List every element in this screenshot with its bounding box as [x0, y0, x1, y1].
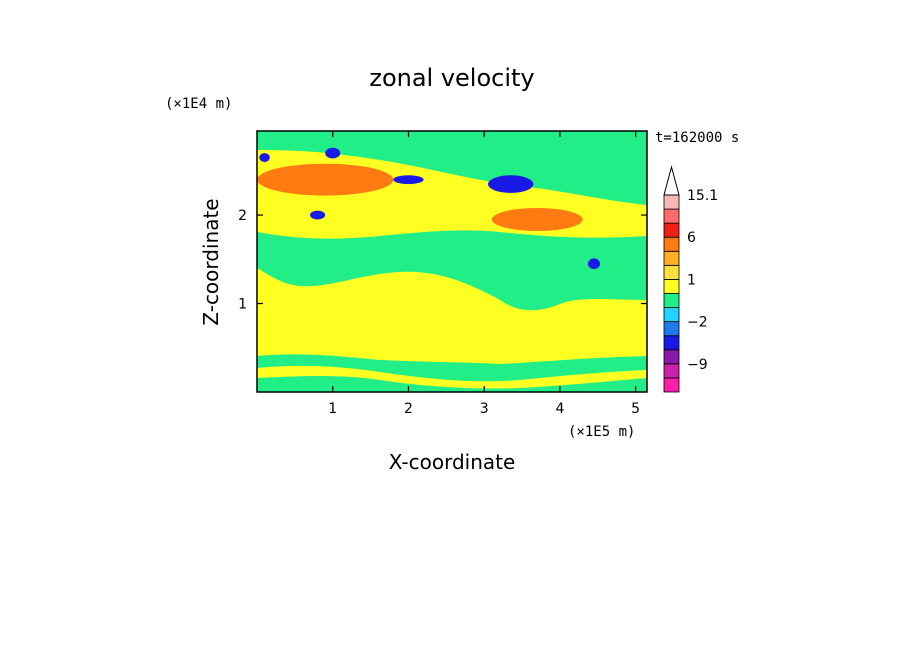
y-unit-label: (×1E4 m) [165, 96, 232, 112]
colorbar-swatch [663, 236, 680, 252]
colorbar-swatch [663, 363, 680, 379]
green-band-upper-right [440, 144, 647, 178]
field-bands [257, 131, 647, 392]
x-tick-label: 4 [555, 401, 564, 417]
field-blobs [257, 147, 601, 270]
colorbar: −9 −2 1 6 15.1 [663, 165, 718, 393]
x-tick-label: 3 [480, 401, 489, 417]
x-tick-label: 1 [328, 401, 337, 417]
field-blob [259, 153, 270, 162]
x-axis-ticks: 1 2 3 4 5 [328, 131, 640, 417]
field-blob [310, 210, 326, 220]
field-blob [257, 163, 394, 196]
colorbar-swatch [663, 222, 680, 238]
colorbar-swatch [663, 377, 680, 393]
colorbar-label: 1 [687, 272, 696, 288]
colorbar-arrow [663, 165, 680, 196]
colorbar-swatch [663, 307, 680, 323]
plot-frame [256, 130, 648, 393]
time-label: t=162000 s [655, 130, 739, 146]
x-tick-label: 5 [631, 401, 640, 417]
colorbar-swatch [663, 264, 680, 280]
colorbar-swatch [663, 349, 680, 365]
colorbar-swatch [663, 279, 680, 294]
y-axis-label: Z-coordinate [199, 198, 223, 325]
colorbar-label: 6 [687, 230, 696, 246]
field-blob [487, 175, 534, 193]
colorbar-swatch [663, 293, 680, 308]
velocity-field [257, 131, 647, 392]
y-tick-label: 2 [238, 208, 247, 224]
chart-title: zonal velocity [369, 64, 534, 92]
field-blob [393, 175, 424, 185]
green-band-mid [257, 230, 647, 311]
colorbar-label: −9 [687, 357, 708, 373]
y-tick-label: 1 [238, 297, 247, 313]
x-unit-label: (×1E5 m) [568, 424, 635, 440]
colorbar-swatch [663, 250, 680, 266]
colorbar-swatch [663, 194, 680, 210]
field-blob [587, 258, 601, 270]
y-axis-ticks: 12 [238, 208, 647, 313]
colorbar-label: −2 [687, 315, 708, 331]
yellow-band-bottom [257, 365, 647, 389]
x-tick-label: 2 [404, 401, 413, 417]
x-axis-label: X-coordinate [389, 450, 516, 474]
colorbar-swatch [663, 208, 680, 224]
field-blob [491, 207, 583, 231]
field-blob [325, 147, 341, 159]
colorbar-label: 15.1 [687, 188, 718, 204]
colorbar-swatch [663, 321, 680, 337]
colorbar-swatch [663, 335, 680, 351]
